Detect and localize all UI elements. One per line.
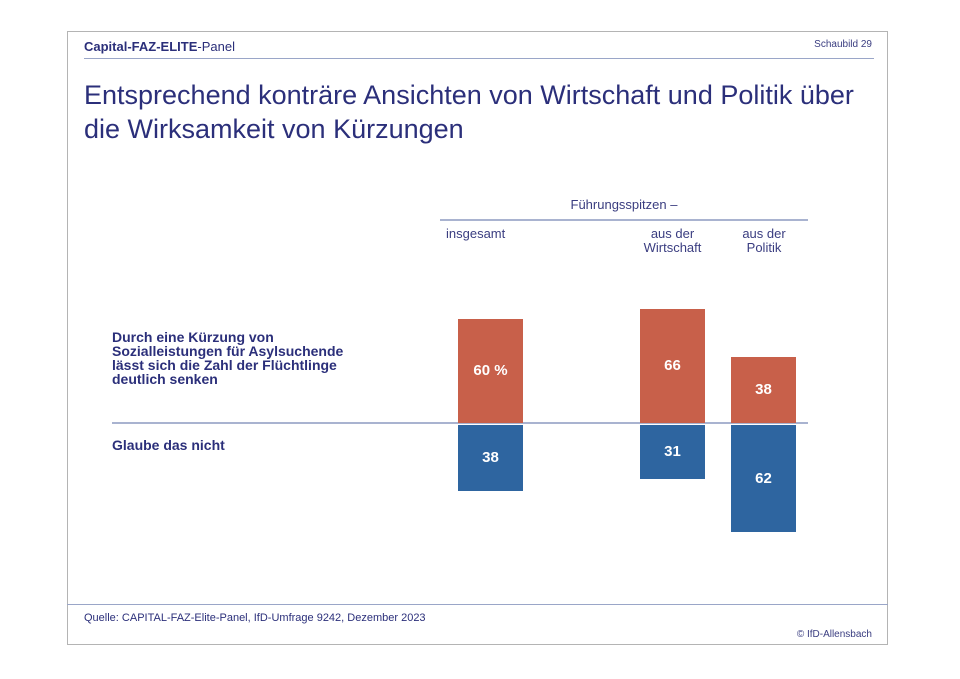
column-header-line: aus der <box>650 226 695 241</box>
source-note: Quelle: CAPITAL-FAZ-Elite-Panel, IfD-Umf… <box>84 612 426 624</box>
baseline <box>112 422 808 424</box>
bar-value-label: 66 <box>664 357 681 374</box>
bar-value-label: 60 % <box>473 362 508 379</box>
column-header-line: Wirtschaft <box>643 240 702 255</box>
header-divider <box>84 58 874 59</box>
bar-agree <box>458 319 523 423</box>
series-label-line: Durch eine Kürzung von <box>112 329 274 345</box>
column-header: aus der Politik <box>724 227 804 255</box>
panel-label-bold: Capital-FAZ-ELITE <box>84 39 198 54</box>
bar-agree <box>640 309 705 423</box>
panel-label: Capital-FAZ-ELITE-Panel <box>84 39 235 54</box>
column-header-line: insgesamt <box>446 226 506 241</box>
chart-title: Entsprechend konträre Ansichten von Wirt… <box>84 80 854 144</box>
bar-value-label: 38 <box>755 381 772 398</box>
bar-value-label: 62 <box>755 469 772 487</box>
column-header: aus der Wirtschaft <box>625 227 720 255</box>
bar-disagree <box>731 425 796 532</box>
figure-number: Schaubild 29 <box>814 39 872 50</box>
copyright: © IfD-Allensbach <box>796 629 872 640</box>
series-label-line: deutlich senken <box>112 371 218 387</box>
column-header-line: Politik <box>746 240 782 255</box>
bar-disagree <box>458 425 523 491</box>
group-label: Führungsspitzen – <box>570 197 678 212</box>
group-divider <box>440 219 808 221</box>
series-label-line: lässt sich die Zahl der Flüchtlinge <box>112 357 337 373</box>
bar-disagree <box>640 425 705 479</box>
bar-agree <box>731 357 796 423</box>
series-label-line: Sozialleistungen für Asylsuchende <box>112 343 344 359</box>
series-label: Glaube das nicht <box>112 438 225 452</box>
series-label-line: Glaube das nicht <box>112 437 225 453</box>
bar-value-label: 31 <box>664 443 681 460</box>
bar-value-label: 38 <box>482 449 499 466</box>
column-header: insgesamt <box>446 227 536 241</box>
panel-label-rest: -Panel <box>197 39 235 54</box>
footer-divider <box>67 604 888 605</box>
series-label: Durch eine Kürzung von Sozialleistungen f… <box>112 330 343 386</box>
column-header-line: aus der <box>742 226 786 241</box>
